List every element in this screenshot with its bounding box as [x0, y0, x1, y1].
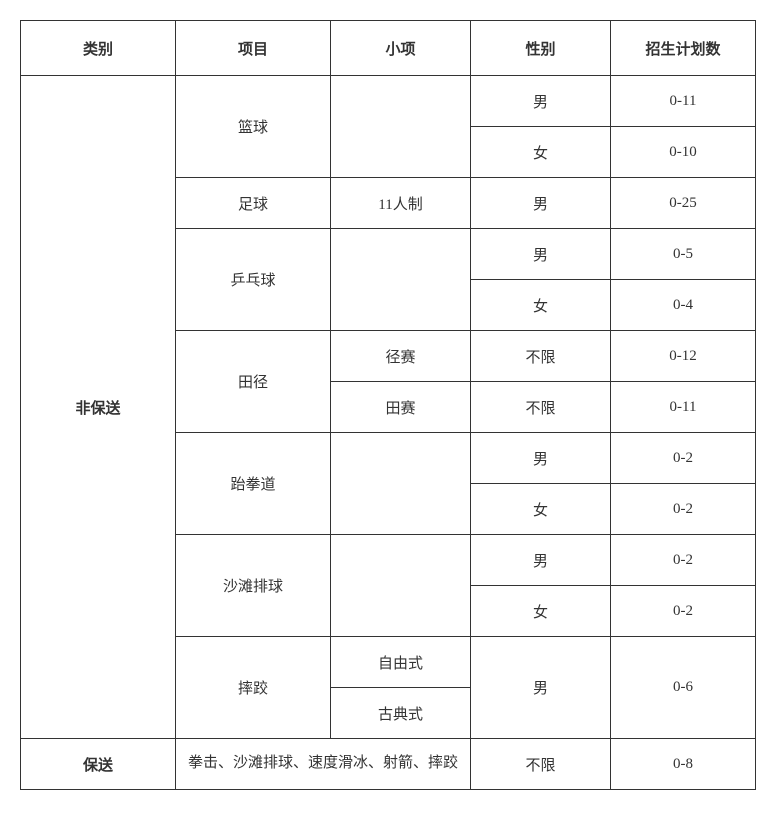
subitem-cell [331, 433, 471, 535]
gender-cell: 女 [471, 484, 611, 535]
plan-cell: 0-2 [611, 535, 756, 586]
gender-cell: 女 [471, 586, 611, 637]
table-header-row: 类别 项目 小项 性别 招生计划数 [21, 21, 756, 76]
plan-cell: 0-2 [611, 586, 756, 637]
table-row: 保送 拳击、沙滩排球、速度滑冰、射箭、摔跤 不限 0-8 [21, 739, 756, 790]
col-header-gender: 性别 [471, 21, 611, 76]
subitem-cell [331, 535, 471, 637]
gender-cell: 不限 [471, 382, 611, 433]
col-header-plan: 招生计划数 [611, 21, 756, 76]
sport-cell: 跆拳道 [176, 433, 331, 535]
subitem-cell: 11人制 [331, 178, 471, 229]
sport-cell: 田径 [176, 331, 331, 433]
gender-cell: 不限 [471, 739, 611, 790]
col-header-subitem: 小项 [331, 21, 471, 76]
subitem-cell: 古典式 [331, 688, 471, 739]
subitem-cell: 田赛 [331, 382, 471, 433]
recommend-sports: 拳击、沙滩排球、速度滑冰、射箭、摔跤 [176, 739, 471, 790]
plan-cell: 0-11 [611, 76, 756, 127]
plan-cell: 0-2 [611, 484, 756, 535]
sport-cell: 篮球 [176, 76, 331, 178]
subitem-cell [331, 229, 471, 331]
gender-cell: 男 [471, 637, 611, 739]
gender-cell: 男 [471, 178, 611, 229]
plan-cell: 0-4 [611, 280, 756, 331]
category-recommend: 保送 [21, 739, 176, 790]
subitem-cell: 径赛 [331, 331, 471, 382]
plan-cell: 0-11 [611, 382, 756, 433]
sport-cell: 乒乓球 [176, 229, 331, 331]
gender-cell: 女 [471, 127, 611, 178]
category-non-recommend: 非保送 [21, 76, 176, 739]
plan-cell: 0-5 [611, 229, 756, 280]
subitem-cell: 自由式 [331, 637, 471, 688]
gender-cell: 男 [471, 535, 611, 586]
sport-cell: 足球 [176, 178, 331, 229]
table-row: 非保送 篮球 男 0-11 [21, 76, 756, 127]
sport-cell: 摔跤 [176, 637, 331, 739]
plan-cell: 0-10 [611, 127, 756, 178]
sport-cell: 沙滩排球 [176, 535, 331, 637]
gender-cell: 男 [471, 433, 611, 484]
plan-cell: 0-2 [611, 433, 756, 484]
plan-cell: 0-6 [611, 637, 756, 739]
gender-cell: 不限 [471, 331, 611, 382]
enrollment-plan-table: 类别 项目 小项 性别 招生计划数 非保送 篮球 男 0-11 女 0-10 足… [20, 20, 756, 790]
col-header-category: 类别 [21, 21, 176, 76]
plan-cell: 0-12 [611, 331, 756, 382]
plan-cell: 0-8 [611, 739, 756, 790]
gender-cell: 女 [471, 280, 611, 331]
gender-cell: 男 [471, 76, 611, 127]
plan-cell: 0-25 [611, 178, 756, 229]
subitem-cell [331, 76, 471, 178]
gender-cell: 男 [471, 229, 611, 280]
col-header-sport: 项目 [176, 21, 331, 76]
